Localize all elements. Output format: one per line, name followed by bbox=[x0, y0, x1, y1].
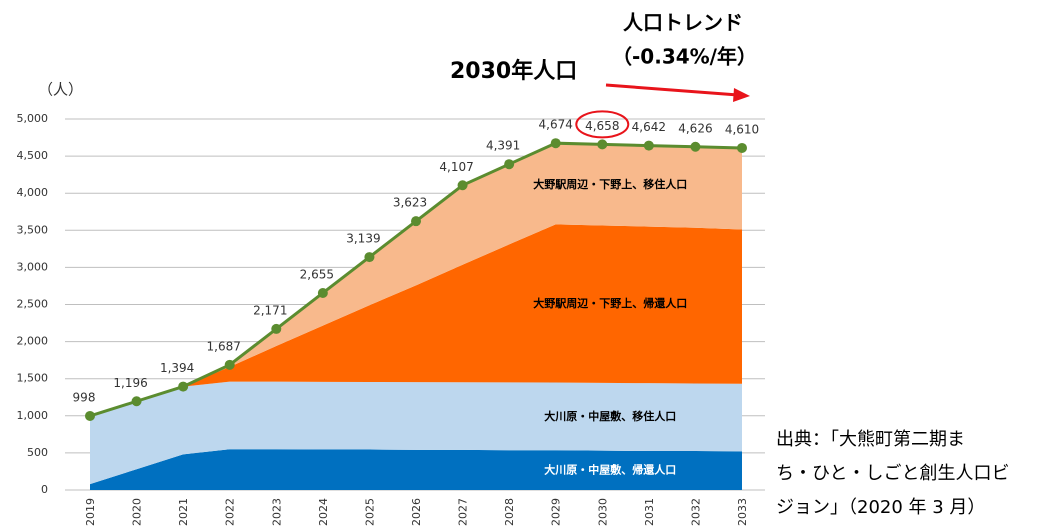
total-point bbox=[317, 287, 328, 298]
plot: 0 500 1,000 1,500 2,000 2,500 3,000 3,500 4,000 4… bbox=[17, 110, 765, 526]
area bbox=[90, 449, 742, 490]
arrow-head bbox=[733, 88, 750, 102]
x-tick-label: 2028 bbox=[503, 498, 516, 526]
area-label: 大野駅周辺・下野上、帰還人口 bbox=[533, 296, 687, 310]
total-point bbox=[597, 139, 608, 150]
y-tick-label: 1,000 bbox=[17, 409, 49, 422]
highlight-circle bbox=[575, 110, 630, 139]
total-point bbox=[504, 159, 515, 170]
value-label: 4,107 bbox=[439, 160, 473, 174]
annotation: 2030年人口 bbox=[450, 58, 577, 84]
value-label: 4,391 bbox=[486, 139, 520, 153]
total-point bbox=[271, 323, 282, 334]
x-tick-label: 2029 bbox=[550, 498, 563, 526]
x-tick-label: 2026 bbox=[410, 498, 423, 526]
value-label: 4,674 bbox=[539, 118, 573, 132]
area bbox=[90, 381, 742, 485]
total-point bbox=[690, 141, 701, 152]
x-tick-label: 2032 bbox=[689, 498, 702, 526]
value-label: 2,655 bbox=[300, 267, 334, 281]
trend-title: 人口トレンド bbox=[623, 11, 743, 35]
y-tick-label: 4,500 bbox=[17, 149, 49, 162]
total-point bbox=[178, 381, 189, 392]
area-label: 大川原・中屋敷、移住人口 bbox=[544, 409, 676, 423]
total-point bbox=[364, 252, 375, 263]
source-line: ジョン」（2020 年 3 月） bbox=[776, 497, 985, 518]
value-label: 4,626 bbox=[678, 121, 712, 135]
total-point bbox=[643, 140, 654, 151]
unit-label: （人） bbox=[38, 81, 83, 99]
value-label: 1,687 bbox=[207, 339, 241, 353]
x-tick-label: 2020 bbox=[131, 498, 144, 526]
x-tick-label: 2025 bbox=[363, 498, 376, 526]
total-point bbox=[224, 359, 235, 370]
value-label: 4,642 bbox=[632, 120, 666, 134]
value-label: 1,394 bbox=[160, 361, 194, 375]
x-tick-label: 2033 bbox=[736, 498, 749, 526]
y-tick-label: 5,000 bbox=[17, 112, 49, 125]
y-tick-label: 1,500 bbox=[17, 372, 49, 385]
x-tick-label: 2031 bbox=[643, 498, 656, 526]
total-point bbox=[85, 410, 95, 421]
x-tick-label: 2021 bbox=[177, 498, 190, 526]
value-label: 4,610 bbox=[725, 122, 759, 136]
y-tick-label: 3,000 bbox=[17, 260, 49, 273]
y-tick-label: 3,500 bbox=[17, 223, 49, 236]
area-label: 大野駅周辺・下野上、移住人口 bbox=[533, 177, 687, 191]
y-tick-label: 2,000 bbox=[17, 335, 49, 348]
trend-rate: （-0.34%/年） bbox=[612, 45, 757, 69]
total-point bbox=[457, 180, 468, 191]
y-tick-label: 4,000 bbox=[17, 186, 49, 199]
total-point bbox=[131, 396, 142, 407]
value-label: 2,171 bbox=[253, 303, 287, 317]
x-tick-label: 2030 bbox=[596, 498, 609, 526]
source-line: 出典：「大熊町第二期ま bbox=[776, 429, 965, 450]
value-label: 3,139 bbox=[346, 232, 380, 246]
value-label: 4,658 bbox=[585, 119, 619, 133]
source-line: ち・ひと・しごと創生人口ビ bbox=[776, 463, 1009, 484]
x-tick-label: 2027 bbox=[457, 498, 470, 526]
x-tick-label: 2023 bbox=[270, 498, 283, 526]
x-tick-label: 2024 bbox=[317, 498, 330, 526]
total-point bbox=[737, 142, 747, 153]
y-tick-label: 0 bbox=[41, 483, 48, 496]
x-tick-label: 2022 bbox=[224, 498, 237, 526]
y-tick-label: 2,500 bbox=[17, 298, 49, 311]
y-tick-label: 500 bbox=[27, 446, 48, 459]
total-point bbox=[550, 138, 561, 149]
value-label: 1,196 bbox=[113, 376, 147, 390]
x-tick-label: 2019 bbox=[84, 498, 97, 526]
value-label: 998 bbox=[73, 390, 96, 404]
trend-arrow bbox=[605, 83, 739, 97]
area bbox=[90, 224, 742, 416]
value-label: 3,623 bbox=[393, 196, 427, 210]
area-label: 大川原・中屋敷、帰還人口 bbox=[544, 462, 676, 476]
total-point bbox=[411, 216, 421, 227]
